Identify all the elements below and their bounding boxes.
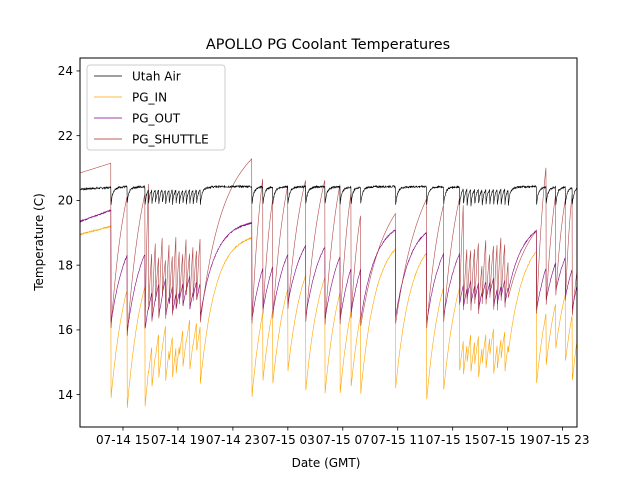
x-tick-label: 07-14 15 bbox=[96, 433, 150, 447]
legend-label: PG_SHUTTLE bbox=[132, 132, 209, 146]
x-axis-label: Date (GMT) bbox=[292, 456, 361, 470]
x-tick-label: 07-14 19 bbox=[151, 433, 205, 447]
x-tick-label: 07-15 19 bbox=[481, 433, 535, 447]
y-tick-label: 24 bbox=[58, 64, 73, 78]
y-tick-label: 20 bbox=[58, 194, 73, 208]
y-tick-label: 18 bbox=[58, 258, 73, 272]
series-line-pg-shuttle bbox=[80, 158, 577, 336]
legend-label: Utah Air bbox=[132, 69, 181, 83]
chart-title: APOLLO PG Coolant Temperatures bbox=[206, 37, 450, 53]
series-line-pg-in bbox=[80, 225, 577, 408]
plot-area bbox=[79, 57, 578, 428]
axes-frame bbox=[79, 57, 578, 428]
x-tick-label: 07-15 07 bbox=[316, 433, 370, 447]
legend: Utah Air PG_IN PG_OUT PG_SHUTTLE bbox=[86, 64, 226, 151]
series-line-utah-air bbox=[80, 184, 577, 207]
series-layer bbox=[80, 158, 577, 408]
x-tick-label: 07-15 15 bbox=[426, 433, 480, 447]
y-tick-label: 16 bbox=[58, 323, 73, 337]
x-axis: 07-14 15 07-14 19 07-14 23 07-15 03 07-15 07… bbox=[96, 427, 590, 447]
legend-label: PG_OUT bbox=[132, 111, 181, 125]
x-tick-label: 07-15 11 bbox=[371, 433, 425, 447]
legend-label: PG_IN bbox=[132, 90, 167, 104]
y-axis-label: Temperature (C) bbox=[32, 193, 46, 292]
y-tick-label: 22 bbox=[58, 129, 73, 143]
x-tick-label: 07-14 23 bbox=[206, 433, 260, 447]
x-tick-label: 07-15 03 bbox=[261, 433, 315, 447]
x-tick-label: 07-15 23 bbox=[536, 433, 590, 447]
y-tick-label: 14 bbox=[58, 388, 73, 402]
legend-box bbox=[86, 64, 226, 151]
y-axis: 14 16 18 20 22 24 bbox=[58, 64, 80, 402]
